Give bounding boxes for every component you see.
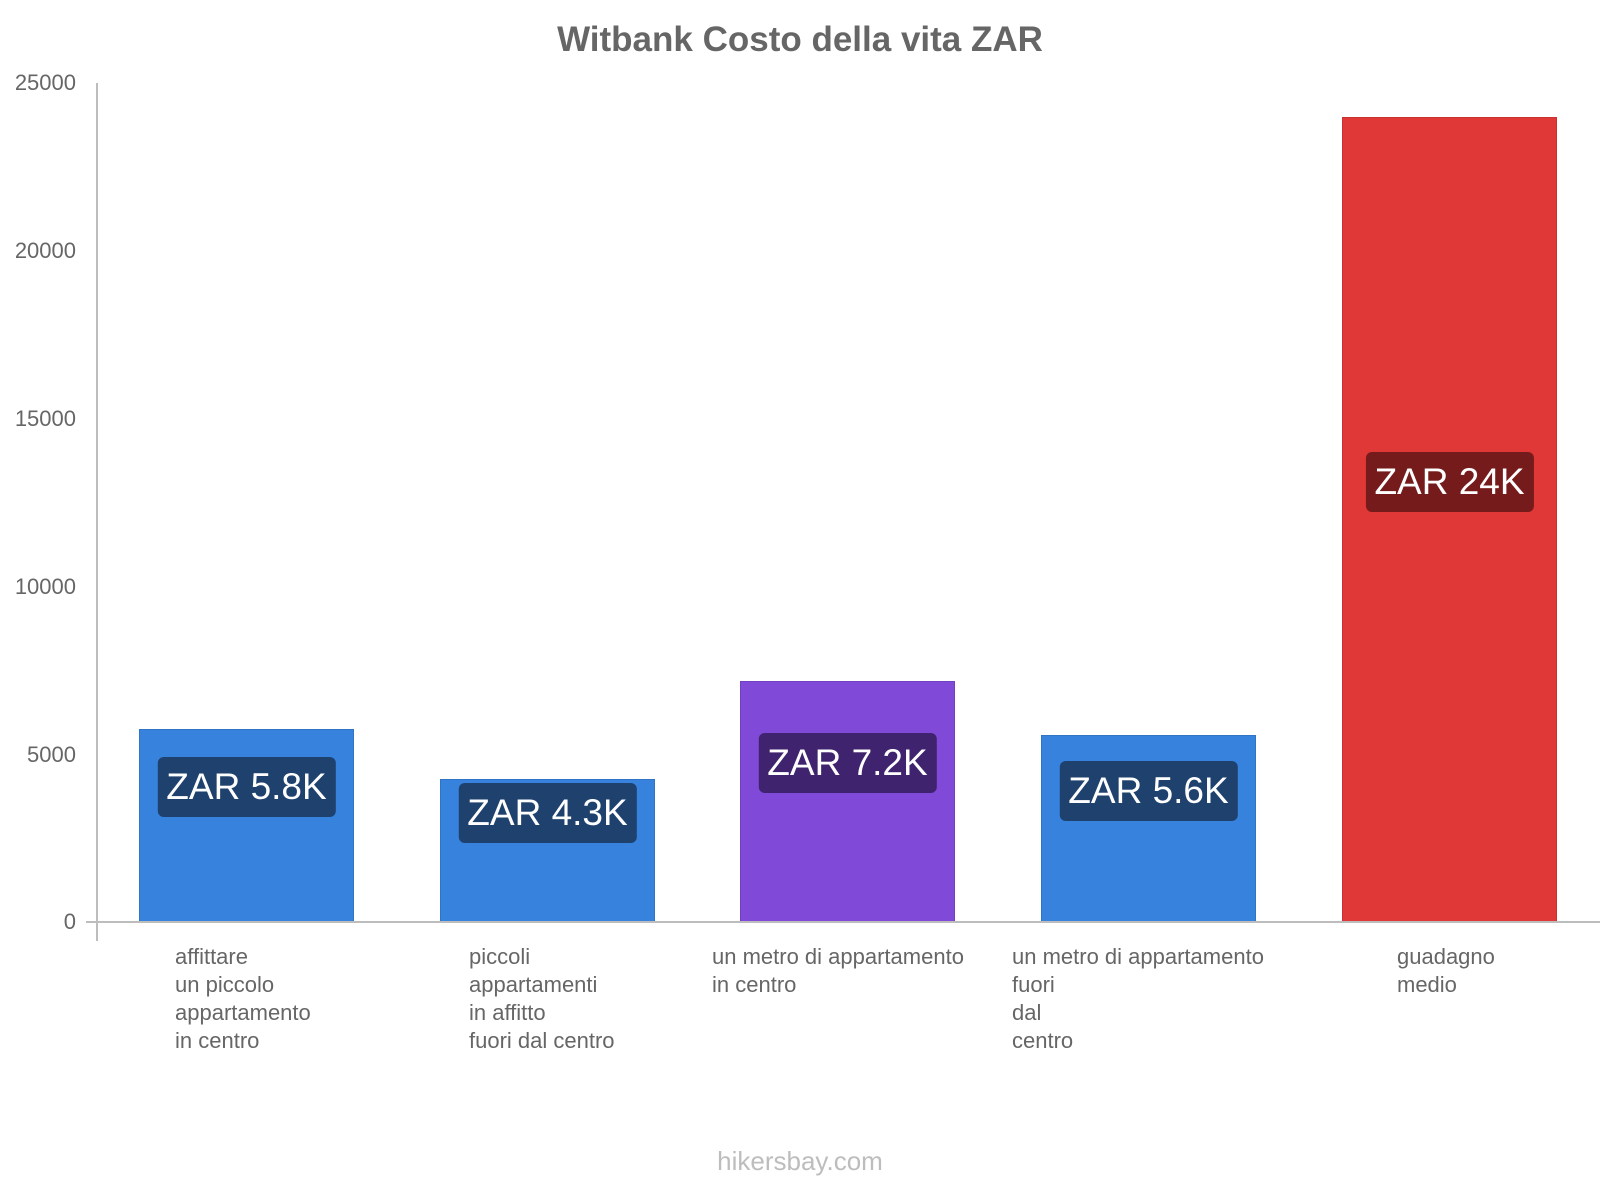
bar-sqm-apartment-outside-center[interactable]: ZAR 5.6K xyxy=(1041,735,1256,922)
bar-value-label: ZAR 24K xyxy=(1365,452,1534,512)
bar-value-label: ZAR 5.6K xyxy=(1059,761,1238,821)
bar-sqm-apartment-center[interactable]: ZAR 7.2K xyxy=(740,681,955,922)
bar-value-label: ZAR 7.2K xyxy=(758,733,937,793)
bar-small-apartments-outside-center[interactable]: ZAR 4.3K xyxy=(440,779,655,922)
x-tick-label: affittare un piccolo appartamento in cen… xyxy=(175,944,311,1053)
y-tick-label: 20000 xyxy=(14,238,76,263)
y-tick-label: 10000 xyxy=(14,574,76,599)
y-tick-label: 25000 xyxy=(14,70,76,95)
y-axis-line xyxy=(96,83,98,941)
y-tick-label: 0 xyxy=(63,909,76,934)
x-axis-line xyxy=(86,921,1600,923)
y-tick-label: 5000 xyxy=(27,742,76,767)
source-watermark: hikersbay.com xyxy=(717,1146,883,1176)
bar-rent-small-apartment-center[interactable]: ZAR 5.8K xyxy=(139,729,354,922)
x-tick-label: un metro di appartamento in centro xyxy=(712,944,964,997)
x-tick-label: un metro di appartamento fuori dal centr… xyxy=(1012,944,1264,1053)
bar-value-label: ZAR 4.3K xyxy=(458,783,637,843)
bar-average-salary[interactable]: ZAR 24K xyxy=(1342,117,1557,922)
x-tick-label: piccoli appartamenti in affitto fuori da… xyxy=(469,944,615,1053)
y-tick-label: 15000 xyxy=(14,406,76,431)
bar-value-label: ZAR 5.8K xyxy=(157,757,336,817)
chart-title: Witbank Costo della vita ZAR xyxy=(557,20,1043,59)
x-tick-label: guadagno medio xyxy=(1397,944,1495,997)
